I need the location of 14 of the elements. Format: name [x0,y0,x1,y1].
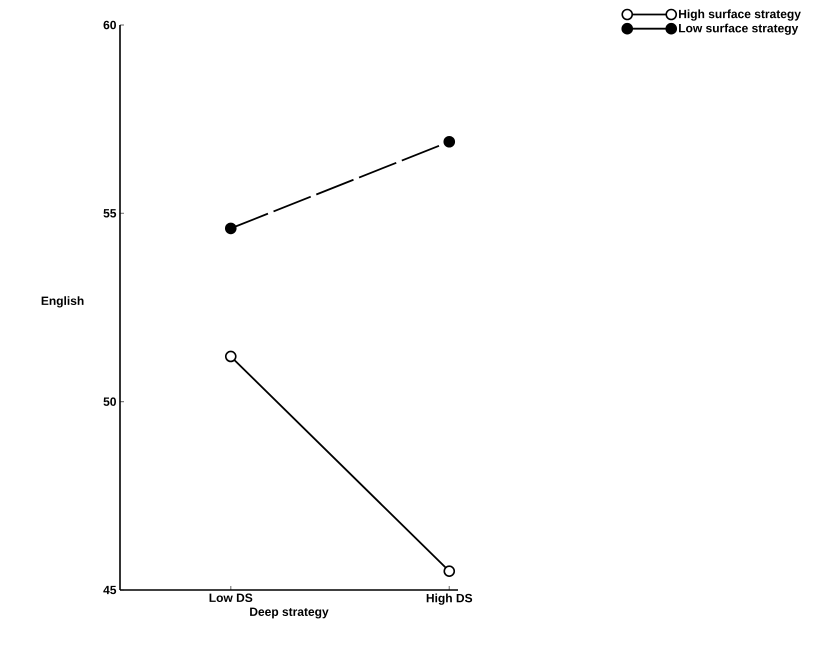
legend-label: Low surface strategy [679,24,798,35]
x-tick-label: High DS [426,594,472,605]
point [443,136,456,148]
y-tick-label: 50 [103,397,116,406]
y-axis-title: English [42,296,84,308]
point [224,350,237,362]
x-tick-label: Low DS [210,594,252,602]
x-axis-title: Deep strategy [250,608,329,618]
point [443,565,456,577]
point [224,222,237,234]
y-tick-label: 60 [104,20,116,30]
y-tick-label: 45 [103,586,116,594]
legend-label: High surface strategy [679,9,801,21]
y-tick-label: 55 [103,209,116,218]
